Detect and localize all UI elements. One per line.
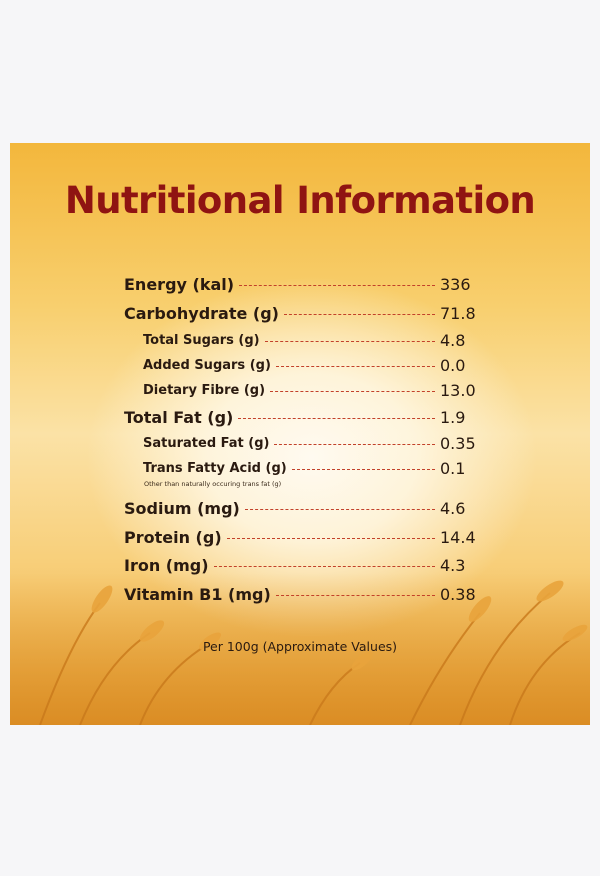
row-value: 0.38 (440, 585, 476, 604)
row-total-sugars: Total Sugars (g) 4.8 (143, 331, 480, 350)
row-value: 336 (440, 275, 471, 294)
row-value: 4.6 (440, 499, 466, 518)
row-label: Iron (mg) (124, 556, 209, 575)
row-label: Added Sugars (g) (143, 358, 271, 373)
dotted-leader (213, 566, 435, 567)
dotted-leader (244, 509, 435, 510)
dotted-leader (239, 285, 435, 286)
wheat-field-background (10, 573, 590, 725)
trans-fat-note: Other than naturally occuring trans fat … (144, 480, 282, 488)
dotted-leader (274, 444, 435, 445)
row-total-fat: Total Fat (g) 1.9 (124, 408, 480, 427)
row-label: Saturated Fat (g) (143, 436, 270, 451)
row-value: 4.8 (440, 331, 466, 350)
row-value: 0.1 (440, 459, 466, 478)
row-value: 1.9 (440, 408, 466, 427)
row-label: Carbohydrate (g) (124, 304, 279, 323)
dotted-leader (291, 469, 435, 470)
row-protein: Protein (g) 14.4 (124, 528, 480, 547)
row-vitamin-b1: Vitamin B1 (mg) 0.38 (124, 585, 480, 604)
row-trans-fatty-acid: Trans Fatty Acid (g) 0.1 (143, 459, 480, 478)
row-label: Protein (g) (124, 528, 222, 547)
dotted-leader (275, 595, 435, 596)
row-label: Sodium (mg) (124, 499, 240, 518)
row-dietary-fibre: Dietary Fibre (g) 13.0 (143, 381, 480, 400)
dotted-leader (226, 538, 435, 539)
row-carbohydrate: Carbohydrate (g) 71.8 (124, 304, 480, 323)
row-saturated-fat: Saturated Fat (g) 0.35 (143, 434, 480, 453)
dotted-leader (238, 418, 435, 419)
row-value: 0.0 (440, 356, 466, 375)
dotted-leader (275, 366, 435, 367)
row-value: 14.4 (440, 528, 476, 547)
row-added-sugars: Added Sugars (g) 0.0 (143, 356, 480, 375)
nutrition-panel: Nutritional Information Energy (kal) 336… (10, 143, 590, 725)
row-iron: Iron (mg) 4.3 (124, 556, 480, 575)
dotted-leader (270, 391, 435, 392)
row-label: Trans Fatty Acid (g) (143, 461, 287, 476)
dotted-leader (283, 314, 435, 315)
page-title: Nutritional Information (64, 179, 536, 222)
row-value: 4.3 (440, 556, 466, 575)
row-label: Vitamin B1 (mg) (124, 585, 271, 604)
row-value: 0.35 (440, 434, 476, 453)
row-energy: Energy (kal) 336 (124, 275, 480, 294)
dotted-leader (264, 341, 435, 342)
row-label: Total Sugars (g) (143, 333, 260, 348)
row-label: Energy (kal) (124, 275, 235, 294)
per-100g-note: Per 100g (Approximate Values) (202, 639, 398, 654)
row-label: Total Fat (g) (124, 408, 234, 427)
row-label: Dietary Fibre (g) (143, 383, 266, 398)
row-value: 71.8 (440, 304, 476, 323)
row-value: 13.0 (440, 381, 476, 400)
row-sodium: Sodium (mg) 4.6 (124, 499, 480, 518)
